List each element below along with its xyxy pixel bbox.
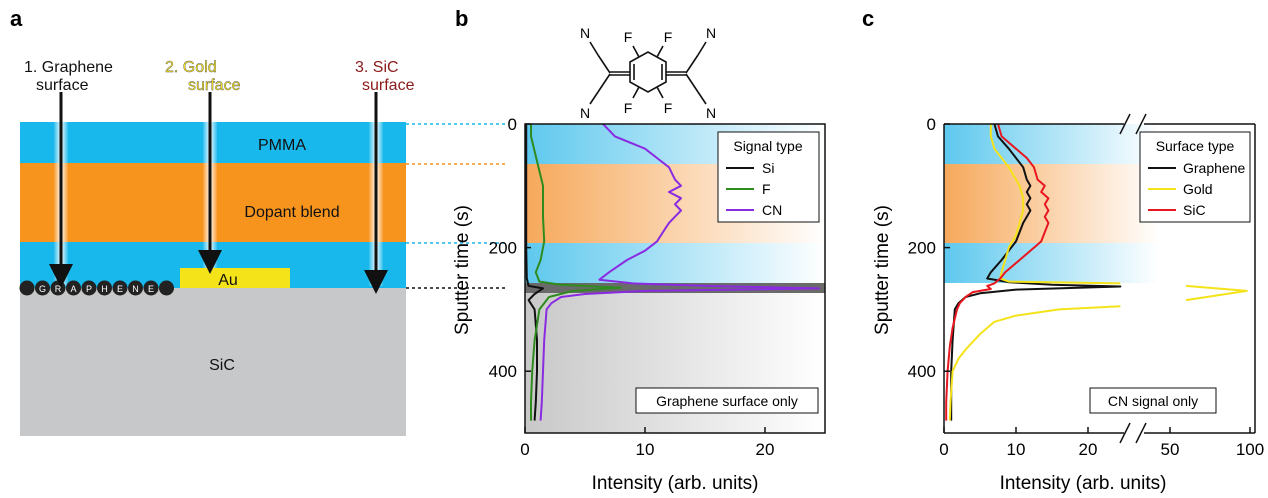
gold-surface-label-line1: 2. Gold bbox=[165, 59, 217, 76]
y-tick-label: 0 bbox=[508, 115, 517, 134]
atom-n: N bbox=[580, 105, 590, 121]
sic-surface-label-line1: 3. SiC bbox=[355, 59, 399, 76]
panel-c-axis-break bbox=[1119, 113, 1147, 444]
panel-b-ylabel: Sputter time (s) bbox=[452, 205, 473, 335]
graphene-surface-label-line1: 1. Graphene bbox=[24, 59, 113, 76]
sic-substrate bbox=[20, 288, 406, 436]
x-tick-label: 10 bbox=[1007, 440, 1026, 459]
panel-c-xlabel: Intensity (arb. units) bbox=[1000, 473, 1167, 494]
molecule-structure bbox=[589, 41, 707, 105]
graphene-atom bbox=[112, 280, 128, 296]
series-line-gold bbox=[989, 124, 1121, 285]
x-tick-label: 100 bbox=[1236, 440, 1264, 459]
series-line-f bbox=[530, 124, 622, 421]
x-tick-label: 0 bbox=[520, 440, 529, 459]
graphene-atom bbox=[159, 280, 174, 296]
graphene-letter: E bbox=[148, 284, 154, 294]
panel-c-ticks: 0 10 20 50 100 0 200 400 bbox=[908, 115, 1265, 459]
graphene-atom bbox=[81, 280, 97, 296]
atom-f: F bbox=[624, 29, 633, 45]
series-line-cn bbox=[539, 123, 820, 421]
graphene-atom bbox=[97, 280, 112, 296]
panel-b-annotation: Graphene surface only bbox=[635, 387, 819, 414]
legend-label: F bbox=[762, 181, 771, 197]
panel-letter-b: b bbox=[455, 6, 468, 31]
graphene-letter: G bbox=[39, 284, 46, 294]
x-tick-label: 10 bbox=[636, 440, 655, 459]
legend-label: SiC bbox=[1183, 202, 1206, 218]
graphene-letter: N bbox=[132, 284, 139, 294]
atom-f: F bbox=[664, 29, 673, 45]
panel-c-ylabel: Sputter time (s) bbox=[872, 205, 893, 335]
panel-c-annotation-text: CN signal only bbox=[1108, 393, 1198, 409]
panel-b-xlabel: Intensity (arb. units) bbox=[592, 473, 759, 494]
graphene-letter: P bbox=[86, 284, 92, 294]
panel-c-series bbox=[945, 123, 1248, 421]
gold-surface-label-line2: surface bbox=[188, 77, 241, 94]
panel-letter-a: a bbox=[10, 6, 23, 31]
panel-b-legend-title: Signal type bbox=[733, 138, 802, 154]
y-tick-label: 200 bbox=[489, 239, 517, 258]
pmma-label: PMMA bbox=[258, 137, 306, 154]
panel-b-frame bbox=[524, 123, 826, 434]
legend-label: Graphene bbox=[1183, 160, 1245, 176]
graphene-atom bbox=[19, 280, 35, 296]
graphene-letter: R bbox=[55, 284, 62, 294]
graphene-letter: E bbox=[117, 284, 123, 294]
graphene-atom bbox=[143, 280, 159, 296]
graphene-atom bbox=[35, 280, 50, 296]
graphene-atom bbox=[128, 280, 143, 296]
atom-n: N bbox=[706, 25, 716, 41]
series-line-gold bbox=[1185, 284, 1248, 302]
panel-b-annotation-text: Graphene surface only bbox=[656, 393, 798, 409]
atom-f: F bbox=[664, 100, 673, 116]
x-tick-label: 50 bbox=[1161, 440, 1180, 459]
panel-c-annotation: CN signal only bbox=[1089, 387, 1217, 414]
benzene-ring bbox=[629, 51, 667, 93]
legend-label: Gold bbox=[1183, 181, 1213, 197]
y-tick-label: 200 bbox=[908, 239, 936, 258]
series-line-sic bbox=[945, 123, 1050, 421]
panel-letter-c: c bbox=[862, 6, 874, 31]
x-tick-label: 20 bbox=[756, 440, 775, 459]
graphene-letter: H bbox=[101, 284, 108, 294]
atom-f: F bbox=[624, 100, 633, 116]
sic-label: SiC bbox=[209, 357, 235, 374]
y-tick-label: 0 bbox=[927, 115, 936, 134]
dopant-blend-label: Dopant blend bbox=[244, 204, 339, 221]
panel-c-frame bbox=[943, 123, 1256, 434]
graphene-letter: A bbox=[70, 284, 76, 294]
series-line-gold bbox=[948, 305, 1121, 421]
au-label: Au bbox=[218, 272, 238, 289]
molecule-atom-labels: F F F F N N N N bbox=[580, 25, 716, 121]
panel-b-legend: Signal type Si F CN bbox=[717, 131, 820, 223]
sic-surface-label-line2: surface bbox=[362, 77, 415, 94]
panel-c-legend: Surface type Graphene Gold SiC bbox=[1139, 131, 1251, 223]
y-tick-label: 400 bbox=[489, 362, 517, 381]
atom-n: N bbox=[706, 105, 716, 121]
y-tick-label: 400 bbox=[908, 362, 936, 381]
legend-label: CN bbox=[762, 202, 782, 218]
x-tick-label: 20 bbox=[1079, 440, 1098, 459]
x-tick-label: 0 bbox=[939, 440, 948, 459]
graphene-surface-label-line2: surface bbox=[36, 77, 89, 94]
panel-c-background-bands bbox=[944, 124, 1159, 283]
atom-n: N bbox=[580, 25, 590, 41]
panel-c-legend-title: Surface type bbox=[1156, 138, 1235, 154]
legend-label: Si bbox=[762, 160, 774, 176]
panel-c-chart: 0 10 20 50 100 0 200 400 Intensity (arb. units)… bbox=[872, 113, 1265, 494]
